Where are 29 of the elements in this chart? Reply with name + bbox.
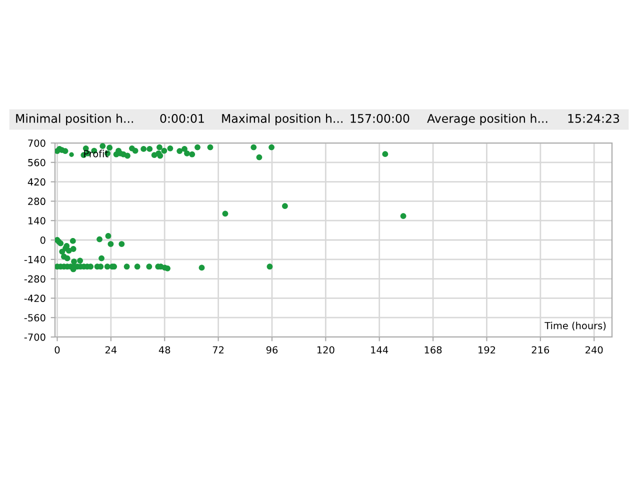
x-tick-label: 0 [54, 346, 60, 354]
x-tick-label: 24 [105, 346, 117, 354]
text: 0:00:01 [160, 114, 204, 123]
y-tick-label: 280 [28, 198, 46, 206]
x-tick-label: 168 [424, 346, 442, 354]
x-tick-label: 72 [212, 346, 224, 354]
y-tick-label: -420 [24, 294, 46, 302]
y-tick-label: -140 [24, 256, 46, 264]
y-tick-label: 0 [40, 236, 46, 244]
x-tick-label: 120 [317, 346, 334, 354]
x-tick-label: 144 [371, 346, 388, 354]
x-axis-title: Time (hours) [544, 322, 606, 330]
y-tick-label: -700 [24, 333, 46, 341]
text: Average position h... [427, 114, 548, 126]
text: 157:00:00 [350, 114, 410, 123]
text: Maximal position h... [222, 114, 342, 126]
x-tick-label: 48 [158, 346, 170, 354]
x-tick-label: 216 [532, 346, 550, 354]
y-tick-label: -280 [24, 275, 46, 283]
x-tick-label: 240 [586, 346, 603, 354]
y-tick-label: 420 [28, 178, 46, 186]
y-tick-label: 700 [28, 139, 46, 147]
x-tick-label: 96 [266, 346, 278, 354]
y-tick-label: 140 [28, 217, 46, 224]
text: 15:24:23 [568, 114, 620, 123]
y-tick-label: -560 [24, 314, 46, 322]
x-tick-label: 192 [478, 346, 496, 354]
text: Minimal position h... [16, 114, 133, 126]
y-tick-label: 560 [28, 158, 46, 166]
